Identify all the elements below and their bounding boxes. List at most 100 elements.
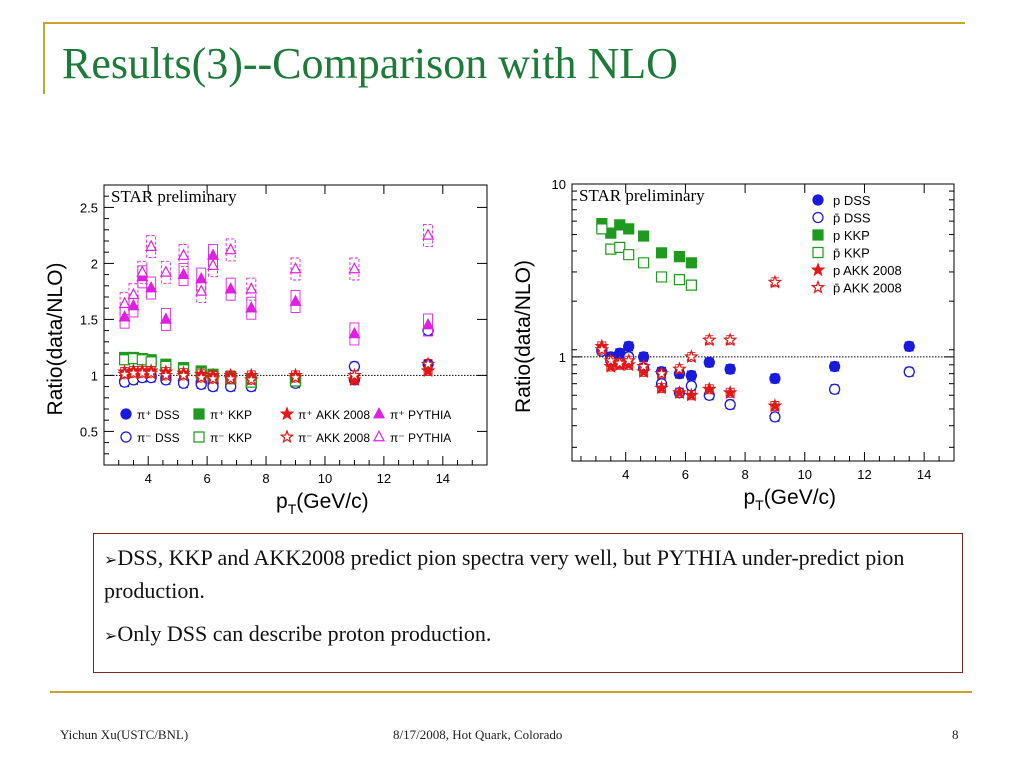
x-tick-label: 12 [377,471,391,486]
data-point [159,265,172,277]
data-point [193,369,209,384]
x-tick-label: 12 [857,467,871,482]
data-point [724,363,736,375]
syst-error-box [349,322,360,346]
data-point [684,387,699,402]
legend-marker [812,194,824,206]
x-tick-label: 10 [798,467,812,482]
syst-error-box [137,260,148,284]
y-axis-label: Ratio(data/NLO) [44,263,67,416]
data-point [767,398,783,413]
data-point [623,249,635,261]
syst-error-box [246,296,257,320]
data-point [422,228,435,240]
legend-marker [193,408,205,420]
data-point [205,371,221,386]
data-point [621,353,637,368]
syst-error-box [290,290,301,313]
legend-label: p AKK 2008 [833,263,902,278]
data-point [655,271,668,283]
legend-marker [193,431,205,443]
data-point [223,371,239,386]
data-point [623,340,635,353]
data-point [177,267,190,279]
syst-error-box [178,263,189,287]
syst-error-box [246,277,257,301]
legend-label: p DSS [833,193,871,208]
data-point [207,258,220,270]
syst-error-box [225,277,236,301]
data-point [685,369,698,382]
slide-title: Results(3)--Comparison with NLO [62,39,678,88]
chart-1: 4 6 8 10 12 14 0.5 1 1.5 2 2.5 Ratio(data/NLO) pT(Ge… [44,184,488,517]
data-point [195,284,208,296]
legend-marker [120,408,132,420]
data-point [243,372,259,387]
syst-error-box [208,254,218,278]
data-point [654,380,669,395]
data-point [654,365,669,380]
legend-marker [373,406,385,419]
data-point [672,385,687,400]
legend-label: p̄ KKP [833,246,870,261]
data-point [685,257,697,269]
bullet-2-text: Only DSS can describe proton production. [117,621,492,646]
footer-page-number: 8 [952,727,959,742]
x-axis-label: pT(GeV/c) [276,490,369,517]
plot-frame [571,183,955,462]
data-point [177,248,190,260]
data-point [145,356,157,368]
x-tick-label: 10 [318,471,332,486]
data-point [594,342,610,357]
data-point [245,301,258,313]
data-point [769,411,781,423]
data-point [347,367,362,382]
data-point [118,296,131,309]
legend-label: π⁺ PYTHIA [390,408,451,422]
data-point [603,353,619,368]
syst-error-box [160,307,171,331]
data-point [672,361,687,376]
y-tick-label: 1 [91,368,98,383]
data-point [118,310,131,322]
data-point [724,398,736,411]
star-preliminary-label: STAR preliminary [579,186,705,205]
syst-error-box [128,283,139,307]
data-point [158,367,174,382]
legend-marker [810,279,826,294]
data-point [722,332,738,347]
syst-error-box [225,238,236,262]
y-tick-label: 10 [552,177,566,192]
charts-canvas: 4 6 8 10 12 140.511.522.5Ratio(data/NLO)pT(Ge… [44,177,955,517]
x-tick-label: 4 [622,467,629,482]
data-point [623,223,635,235]
series-4 [596,223,697,291]
legend-marker [810,262,826,277]
y-tick-label: 1.5 [80,312,98,327]
data-point [127,287,140,300]
data-point [596,223,608,235]
syst-error-box [160,260,171,284]
y-tick-label: 1 [559,350,566,365]
data-point [673,273,686,286]
legend-marker [812,211,824,224]
legend-label: π⁻ KKP [210,431,252,445]
legend-label: π⁺ KKP [210,408,252,422]
star-preliminary-label: STAR preliminary [111,187,237,206]
syst-error-box [196,279,207,303]
legend-label: π⁻ AKK 2008 [298,431,370,445]
data-point [722,385,738,400]
legend-label: π⁺ AKK 2008 [298,408,370,422]
syst-error-box [423,313,434,337]
footer-rule [50,691,972,693]
legend-marker [279,406,295,421]
data-point [245,282,258,294]
x-tick-label: 14 [917,467,931,482]
x-tick-label: 8 [262,471,269,486]
legend-marker [279,429,295,444]
data-point [145,281,158,293]
legend-label: p̄ DSS [833,211,871,226]
data-point [289,261,302,274]
legend-label: π⁻ DSS [137,431,180,445]
data-point [655,247,668,259]
